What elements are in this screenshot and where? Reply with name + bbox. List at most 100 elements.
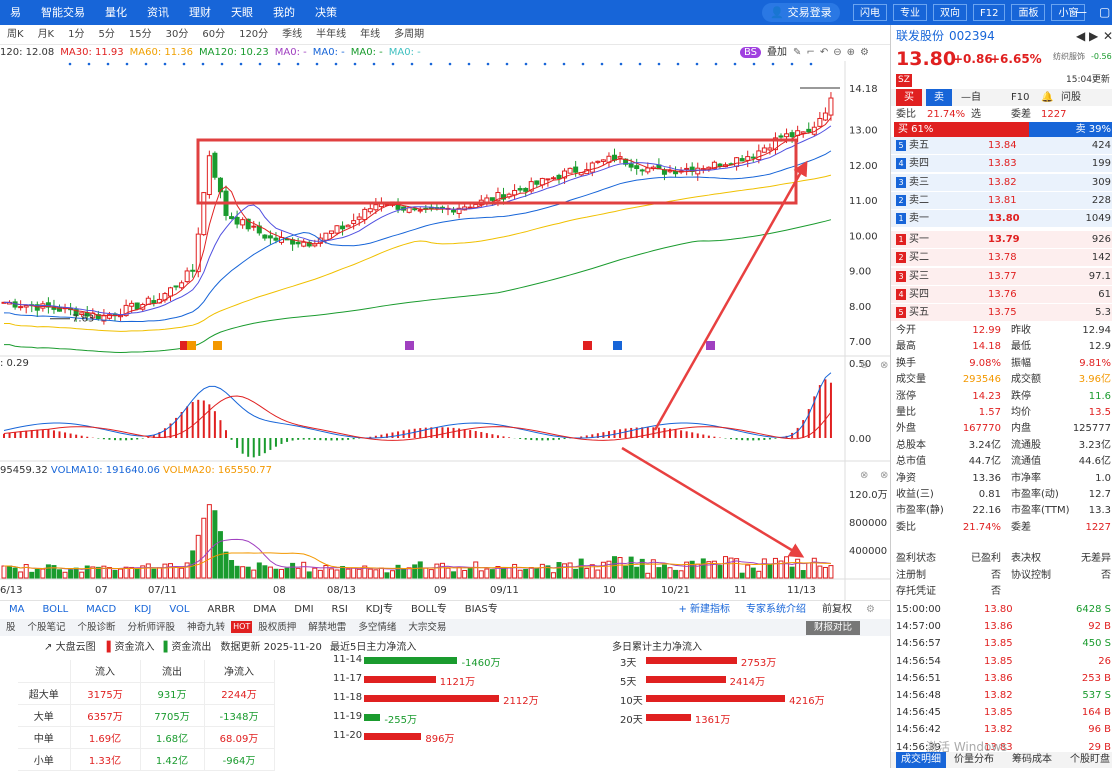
ask-tab[interactable]: 问股 bbox=[1061, 92, 1081, 103]
sell-button[interactable]: 卖 bbox=[926, 89, 952, 106]
toolbar-button[interactable]: F12 bbox=[973, 4, 1006, 21]
period-tab[interactable]: 月K bbox=[37, 29, 55, 40]
menu-item[interactable]: 我的 bbox=[273, 6, 295, 19]
volume-bar bbox=[534, 567, 540, 579]
indicator-tab[interactable]: DMI bbox=[294, 604, 314, 615]
bs-toggle[interactable]: BS bbox=[740, 47, 762, 58]
f10-tab[interactable]: F10 bbox=[1011, 92, 1030, 103]
pane-close-icon[interactable]: ⊗ bbox=[860, 360, 868, 371]
indicator-tab[interactable]: BOLL专 bbox=[411, 604, 447, 615]
period-tab[interactable]: 1分 bbox=[68, 29, 85, 40]
period-tab[interactable]: 30分 bbox=[165, 29, 189, 40]
bid-row[interactable]: 1 买一 13.79 926 bbox=[891, 231, 1112, 248]
info-subtab[interactable]: 分析师评股 bbox=[127, 622, 176, 633]
settings-icon[interactable]: ⚙ bbox=[866, 604, 875, 615]
toolbar-button[interactable]: 闪电 bbox=[853, 4, 887, 21]
indicator-tab[interactable]: MACD bbox=[86, 604, 117, 615]
info-subtab[interactable]: 个股诊断 bbox=[77, 622, 116, 633]
zoom-in-icon[interactable]: ⊕ bbox=[846, 47, 855, 58]
bottom-tab[interactable]: 筹码成本 bbox=[1012, 754, 1052, 765]
maximize-icon[interactable]: ▢ bbox=[1099, 5, 1111, 19]
info-subtab[interactable]: 解禁地雷 bbox=[308, 622, 347, 633]
watch-tab[interactable]: — 自选 bbox=[961, 92, 981, 120]
pane-close-icon[interactable]: ⊗ bbox=[880, 360, 888, 371]
ask-row[interactable]: 3 卖三 13.82 309 bbox=[891, 173, 1112, 191]
bottom-tab[interactable]: 价量分布 bbox=[954, 754, 994, 765]
trade-login-button[interactable]: 👤 交易登录 bbox=[762, 3, 840, 22]
indicator-tab[interactable]: DMA bbox=[253, 604, 277, 615]
info-subtab[interactable]: 多空情绪 bbox=[358, 622, 397, 633]
toolbar-button[interactable]: 小窗 bbox=[1051, 4, 1086, 21]
pane-close-icon[interactable]: ⊗ bbox=[880, 470, 888, 481]
toolbar-button[interactable]: 面板 bbox=[1011, 4, 1046, 21]
toolbar-button[interactable]: 专业 bbox=[893, 4, 927, 21]
indicator-tab[interactable]: KDJ专 bbox=[365, 604, 394, 615]
info-subtab[interactable]: 神奇九转 bbox=[187, 622, 226, 633]
menu-item[interactable]: 智能交易 bbox=[41, 6, 85, 19]
indicator-tool[interactable]: 专家系统介绍 bbox=[746, 604, 807, 615]
indicator-tool[interactable]: + 新建指标 bbox=[678, 604, 731, 615]
period-tab[interactable]: 120分 bbox=[239, 29, 269, 40]
period-tab[interactable]: 15分 bbox=[128, 29, 152, 40]
report-compare-button[interactable]: 财报对比 bbox=[805, 621, 860, 635]
menu-item[interactable]: 天眼 bbox=[231, 6, 253, 19]
bid-row[interactable]: 5 买五 13.75 5.3 bbox=[891, 304, 1112, 322]
bid-row[interactable]: 4 买四 13.76 61 bbox=[891, 285, 1112, 303]
indicator-tab[interactable]: BIAS专 bbox=[464, 604, 498, 615]
bell-icon[interactable]: 🔔 bbox=[1041, 92, 1054, 103]
ask-row[interactable]: 2 卖二 13.81 228 bbox=[891, 191, 1112, 209]
menu-item[interactable]: 决策 bbox=[315, 6, 337, 19]
indicator-tab[interactable]: VOL bbox=[169, 604, 190, 615]
bottom-tab[interactable]: 成交明细 bbox=[896, 752, 946, 768]
indicator-tab[interactable]: KDJ bbox=[134, 604, 152, 615]
period-tab[interactable]: 60分 bbox=[202, 29, 226, 40]
period-tab[interactable]: 年线 bbox=[360, 29, 381, 40]
info-subtab[interactable]: 股 bbox=[6, 622, 16, 633]
volume-bar bbox=[284, 567, 290, 579]
menu-item[interactable]: 资讯 bbox=[147, 6, 169, 19]
zoom-out-icon[interactable]: ⊖ bbox=[833, 47, 842, 58]
period-tab[interactable]: 半年线 bbox=[316, 29, 347, 40]
stat-value: 22.16 bbox=[972, 505, 1001, 517]
indicator-tab[interactable]: ARBR bbox=[207, 604, 236, 615]
indicator-tool[interactable]: 前复权 bbox=[822, 604, 853, 615]
pane-close-icon[interactable]: ⊗ bbox=[860, 470, 868, 481]
period-tab[interactable]: 多周期 bbox=[394, 29, 425, 40]
stat-row: 净资 13.36 市净率 1.0 bbox=[891, 470, 1112, 487]
fund-title[interactable]: 大盘云图 bbox=[55, 642, 96, 653]
brush-icon[interactable]: ✎ bbox=[793, 47, 802, 58]
volume-bar bbox=[57, 569, 62, 579]
draw-icon[interactable]: ⌐ bbox=[806, 47, 815, 58]
settings-icon[interactable]: ⚙ bbox=[860, 47, 869, 58]
prev-next-icon[interactable]: ◀ ▶ bbox=[1076, 29, 1099, 43]
buy-button[interactable]: 买 bbox=[896, 89, 922, 106]
indicator-tab[interactable]: RSI bbox=[331, 604, 348, 615]
minimize-icon[interactable]: — bbox=[1075, 5, 1087, 19]
menu-item[interactable]: 易 bbox=[10, 6, 21, 19]
candle bbox=[667, 170, 673, 173]
ask-row[interactable]: 1 卖一 13.80 1049 bbox=[891, 210, 1112, 228]
period-tab[interactable]: 季线 bbox=[282, 29, 303, 40]
info-subtab[interactable]: 股权质押 bbox=[258, 622, 297, 633]
bid-row[interactable]: 2 买二 13.78 142 bbox=[891, 249, 1112, 267]
indicator-tab[interactable]: BOLL bbox=[42, 604, 69, 615]
ask-row[interactable]: 4 卖四 13.83 199 bbox=[891, 155, 1112, 173]
indicator-tab[interactable]: MA bbox=[9, 604, 25, 615]
undo-icon[interactable]: ↶ bbox=[819, 47, 829, 58]
menu-item[interactable]: 量化 bbox=[105, 6, 127, 19]
bottom-tab[interactable]: 个股盯盘 bbox=[1070, 754, 1110, 765]
info-subtab[interactable]: 大宗交易 bbox=[408, 622, 447, 633]
ask-row[interactable]: 5 卖五 13.84 424 bbox=[891, 137, 1112, 154]
close-panel-icon[interactable]: ✕ bbox=[1103, 29, 1112, 43]
toolbar-button[interactable]: 双向 bbox=[933, 4, 967, 21]
menu-item[interactable]: 理财 bbox=[189, 6, 211, 19]
overlay-button[interactable]: 叠加 bbox=[767, 47, 788, 58]
info-subtab[interactable]: 个股笔记 bbox=[27, 622, 66, 633]
kline-chart[interactable]: 14.18 13.00 12.00 11.00 10.00 9.00 8.00 7.00 7.6… bbox=[0, 61, 890, 601]
volume-bar bbox=[673, 569, 679, 579]
table-row: 中单 1.69亿 1.68亿 68.09万 bbox=[18, 726, 275, 749]
period-tab[interactable]: 周K bbox=[7, 29, 24, 40]
period-tab[interactable]: 5分 bbox=[98, 29, 115, 40]
bid-row[interactable]: 3 买三 13.77 97.1 bbox=[891, 267, 1112, 285]
industry-tag[interactable]: 纺织服饰 bbox=[1053, 52, 1085, 61]
